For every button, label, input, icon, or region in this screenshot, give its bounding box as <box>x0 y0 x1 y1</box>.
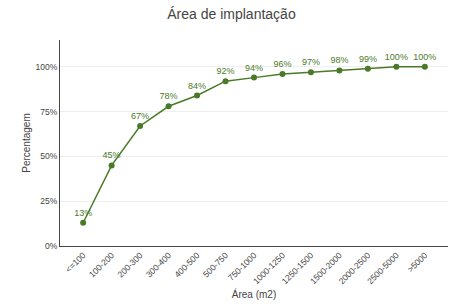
svg-text:400-500: 400-500 <box>172 250 201 279</box>
svg-text:25%: 25% <box>40 196 57 206</box>
svg-text:>5000: >5000 <box>405 250 429 274</box>
svg-text:99%: 99% <box>359 54 377 64</box>
svg-text:Área (m2): Área (m2) <box>232 288 276 300</box>
svg-text:96%: 96% <box>273 59 291 69</box>
svg-text:<=100: <=100 <box>63 250 87 274</box>
svg-text:50%: 50% <box>40 151 57 161</box>
svg-text:2500-5000: 2500-5000 <box>365 250 401 286</box>
svg-text:300-400: 300-400 <box>144 250 173 279</box>
svg-text:Área de implantação: Área de implantação <box>167 6 296 22</box>
svg-text:45%: 45% <box>103 150 121 160</box>
svg-text:0%: 0% <box>45 241 58 251</box>
svg-text:92%: 92% <box>217 66 235 76</box>
svg-text:100-200: 100-200 <box>87 250 116 279</box>
svg-text:84%: 84% <box>188 81 206 91</box>
svg-text:100%: 100% <box>413 52 436 62</box>
svg-text:1250-1500: 1250-1500 <box>280 250 316 286</box>
svg-text:98%: 98% <box>330 55 348 65</box>
svg-text:94%: 94% <box>245 63 263 73</box>
svg-text:13%: 13% <box>74 208 92 218</box>
svg-text:1000-1250: 1000-1250 <box>251 250 287 286</box>
svg-text:Percentagem: Percentagem <box>21 113 32 172</box>
svg-text:750-1000: 750-1000 <box>226 250 259 283</box>
svg-text:75%: 75% <box>40 107 57 117</box>
svg-text:1500-2000: 1500-2000 <box>308 250 344 286</box>
svg-text:100%: 100% <box>36 62 58 72</box>
svg-text:200-300: 200-300 <box>115 250 144 279</box>
svg-text:500-750: 500-750 <box>201 250 230 279</box>
svg-text:67%: 67% <box>131 111 149 121</box>
svg-text:78%: 78% <box>160 91 178 101</box>
svg-text:100%: 100% <box>385 52 408 62</box>
svg-text:2000-2500: 2000-2500 <box>337 250 373 286</box>
svg-text:97%: 97% <box>302 57 320 67</box>
